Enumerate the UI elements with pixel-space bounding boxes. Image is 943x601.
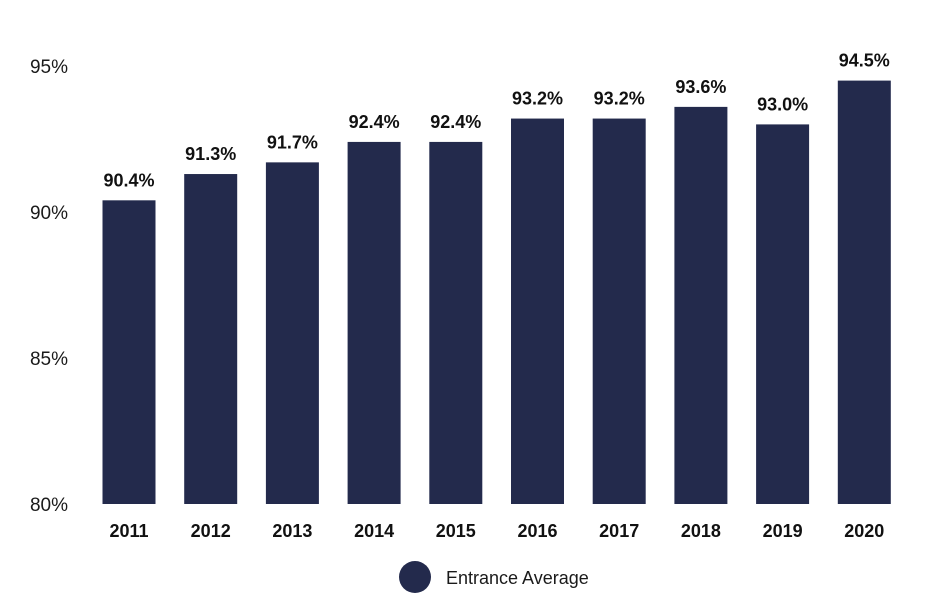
x-tick-label: 2015 xyxy=(436,521,476,541)
bar-value-label: 94.5% xyxy=(839,51,890,71)
bar xyxy=(511,118,564,504)
x-tick-label: 2014 xyxy=(354,521,394,541)
legend-label: Entrance Average xyxy=(446,568,589,588)
bar xyxy=(102,200,156,504)
x-tick-label: 2017 xyxy=(599,521,639,541)
x-tick-label: 2013 xyxy=(272,521,312,541)
y-tick-label: 90% xyxy=(30,203,68,224)
bar-value-label: 91.3% xyxy=(185,144,236,164)
x-axis: 2011 2012 2013 2014 2015 2016 2017 2018 2019 2020 xyxy=(109,521,884,541)
legend: Entrance Average xyxy=(399,561,589,593)
bar-value-label: 92.4% xyxy=(349,112,400,132)
y-axis: 80% 85% 90% 95% xyxy=(30,57,68,516)
bar-value-label: 93.0% xyxy=(757,94,808,114)
x-tick-label: 2019 xyxy=(763,521,803,541)
bar xyxy=(837,80,891,504)
y-tick-label: 85% xyxy=(30,349,68,370)
bar xyxy=(674,106,728,504)
x-tick-label: 2018 xyxy=(681,521,721,541)
bar xyxy=(592,118,646,504)
bar-value-label: 90.4% xyxy=(103,170,154,190)
data-labels-group: 90.4% 91.3% 91.7% 92.4% 92.4% 93.2% 93.2% 93.6%… xyxy=(103,51,889,191)
bars-group xyxy=(102,80,891,505)
x-tick-label: 2016 xyxy=(517,521,557,541)
legend-swatch xyxy=(399,561,431,593)
bar-value-label: 93.2% xyxy=(512,89,563,109)
x-tick-label: 2020 xyxy=(844,521,884,541)
bar-value-label: 93.2% xyxy=(594,89,645,109)
bar-value-label: 91.7% xyxy=(267,132,318,152)
y-tick-label: 95% xyxy=(30,57,68,78)
x-tick-label: 2011 xyxy=(109,521,148,541)
bar-value-label: 92.4% xyxy=(430,112,481,132)
bar xyxy=(756,124,810,505)
x-tick-label: 2012 xyxy=(191,521,231,541)
bar xyxy=(429,141,483,505)
bar xyxy=(265,162,319,505)
bar xyxy=(347,141,401,505)
bar-value-label: 93.6% xyxy=(675,77,726,97)
y-tick-label: 80% xyxy=(30,495,68,516)
bar xyxy=(184,174,238,505)
